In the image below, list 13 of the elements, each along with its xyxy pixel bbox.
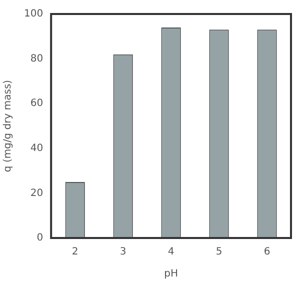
x-tick-label: 2 [72,246,78,258]
x-tick-label: 3 [120,246,126,258]
x-axis-title: pH [164,268,178,280]
y-tick-label: 100 [24,8,44,20]
x-tick-label: 5 [216,246,222,258]
x-tick-label: 4 [168,246,174,258]
y-tick-label: 60 [30,98,44,110]
y-tick-label: 80 [30,53,44,64]
y-tick-label: 20 [30,188,44,199]
y-axis-title: q (mg/g dry mass) [2,80,14,172]
y-tick-label: 40 [30,142,44,154]
x-tick-label: 6 [264,246,270,258]
y-tick-label: 0 [36,232,44,244]
